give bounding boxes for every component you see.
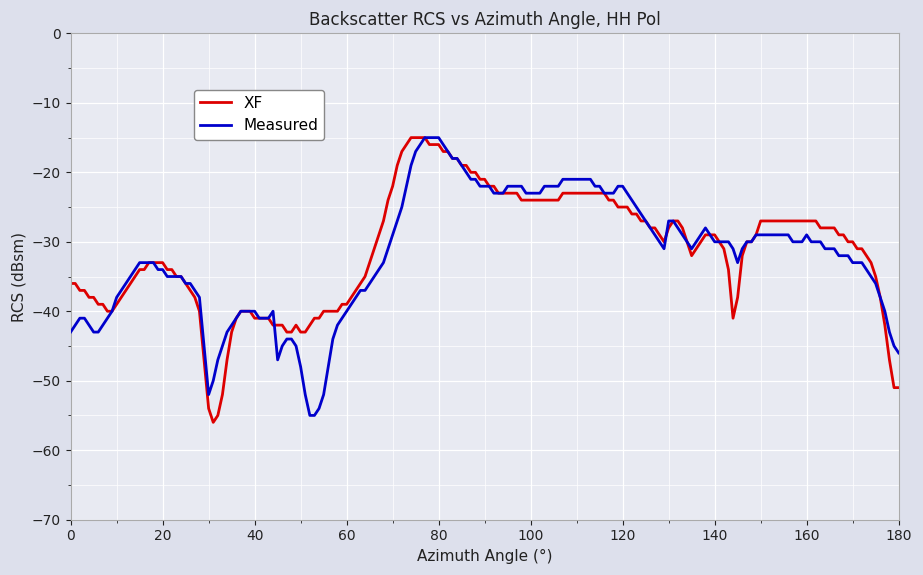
XF xyxy=(208,419,219,426)
XF xyxy=(470,169,481,176)
XF xyxy=(893,384,905,391)
Title: Backscatter RCS vs Azimuth Angle, HH Pol: Backscatter RCS vs Azimuth Angle, HH Pol xyxy=(309,11,661,29)
XF xyxy=(300,329,311,336)
Measured xyxy=(419,134,430,141)
XF xyxy=(134,266,145,273)
Measured xyxy=(134,259,145,266)
XF xyxy=(474,176,485,183)
Measured xyxy=(305,412,316,419)
Line: XF: XF xyxy=(71,137,899,423)
Measured xyxy=(470,176,481,183)
Measured xyxy=(295,363,306,370)
Line: Measured: Measured xyxy=(71,137,899,415)
Measured xyxy=(189,287,200,294)
XF xyxy=(66,280,77,287)
XF xyxy=(189,294,200,301)
Measured xyxy=(893,350,905,356)
Legend: XF, Measured: XF, Measured xyxy=(194,90,324,140)
XF xyxy=(760,217,771,224)
Measured xyxy=(66,329,77,336)
X-axis label: Azimuth Angle (°): Azimuth Angle (°) xyxy=(417,549,552,564)
Measured xyxy=(760,231,771,238)
Y-axis label: RCS (dBsm): RCS (dBsm) xyxy=(11,232,26,321)
XF xyxy=(405,134,416,141)
Measured xyxy=(474,183,485,190)
